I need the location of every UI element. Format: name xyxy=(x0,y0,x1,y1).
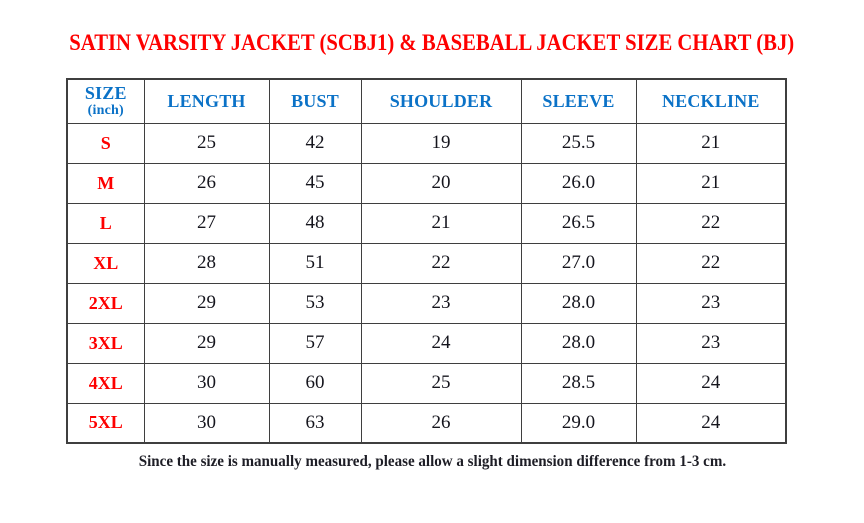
neckline-value: 22 xyxy=(635,242,787,284)
size-header-label: SIZE xyxy=(84,82,127,103)
sleeve-value: 28.0 xyxy=(520,322,637,364)
bust-value: 48 xyxy=(268,202,362,244)
bust-value: 45 xyxy=(268,162,362,204)
size-label: 5XL xyxy=(66,402,145,444)
page-title-text: SATIN VARSITY JACKET (SCBJ1) & BASEBALL … xyxy=(69,30,795,55)
page-title: SATIN VARSITY JACKET (SCBJ1) & BASEBALL … xyxy=(0,30,864,56)
sleeve-value: 26.0 xyxy=(520,162,637,204)
size-label: 4XL xyxy=(66,362,145,404)
sleeve-value: 28.0 xyxy=(520,282,637,324)
size-label: S xyxy=(66,122,145,164)
column-header-length: LENGTH xyxy=(143,78,270,124)
size-header-unit: (inch) xyxy=(87,102,124,118)
size-label: XL xyxy=(66,242,145,284)
column-header-bust: BUST xyxy=(268,78,362,124)
table-header-row: SIZE (inch) LENGTH BUST SHOULDER SLEEVE … xyxy=(66,78,787,124)
neckline-value: 22 xyxy=(635,202,787,244)
bust-value: 57 xyxy=(268,322,362,364)
length-value: 30 xyxy=(143,362,270,404)
footer-note: Since the size is manually measured, ple… xyxy=(0,453,864,471)
column-header-size: SIZE (inch) xyxy=(66,78,145,124)
length-value: 26 xyxy=(143,162,270,204)
table-row-3xl: 3XL 29 57 24 28.0 23 xyxy=(66,322,787,364)
table-row-4xl: 4XL 30 60 25 28.5 24 xyxy=(66,362,787,404)
table-row-m: M 26 45 20 26.0 21 xyxy=(66,162,787,204)
bust-value: 51 xyxy=(268,242,362,284)
column-header-shoulder: SHOULDER xyxy=(360,78,522,124)
size-label: M xyxy=(66,162,145,204)
length-value: 28 xyxy=(143,242,270,284)
neckline-value: 21 xyxy=(635,162,787,204)
length-value: 30 xyxy=(143,402,270,444)
bust-value: 42 xyxy=(268,122,362,164)
shoulder-value: 25 xyxy=(360,362,522,404)
shoulder-value: 20 xyxy=(360,162,522,204)
sleeve-value: 27.0 xyxy=(520,242,637,284)
column-header-neckline: NECKLINE xyxy=(635,78,787,124)
length-value: 29 xyxy=(143,282,270,324)
footer-note-text: Since the size is manually measured, ple… xyxy=(138,453,726,470)
sleeve-value: 26.5 xyxy=(520,202,637,244)
bust-value: 60 xyxy=(268,362,362,404)
neckline-value: 21 xyxy=(635,122,787,164)
bust-value: 63 xyxy=(268,402,362,444)
shoulder-value: 26 xyxy=(360,402,522,444)
shoulder-value: 21 xyxy=(360,202,522,244)
sleeve-value: 28.5 xyxy=(520,362,637,404)
shoulder-value: 24 xyxy=(360,322,522,364)
table-row-s: S 25 42 19 25.5 21 xyxy=(66,122,787,164)
table-row-l: L 27 48 21 26.5 22 xyxy=(66,202,787,244)
neckline-value: 24 xyxy=(635,402,787,444)
sleeve-value: 25.5 xyxy=(520,122,637,164)
length-value: 27 xyxy=(143,202,270,244)
shoulder-value: 22 xyxy=(360,242,522,284)
column-header-sleeve: SLEEVE xyxy=(520,78,637,124)
neckline-value: 23 xyxy=(635,322,787,364)
neckline-value: 24 xyxy=(635,362,787,404)
size-chart-table: SIZE (inch) LENGTH BUST SHOULDER SLEEVE … xyxy=(66,78,787,444)
table-row-5xl: 5XL 30 63 26 29.0 24 xyxy=(66,402,787,444)
table-row-2xl: 2XL 29 53 23 28.0 23 xyxy=(66,282,787,324)
length-value: 29 xyxy=(143,322,270,364)
table-row-xl: XL 28 51 22 27.0 22 xyxy=(66,242,787,284)
size-label: L xyxy=(66,202,145,244)
neckline-value: 23 xyxy=(635,282,787,324)
shoulder-value: 19 xyxy=(360,122,522,164)
size-label: 3XL xyxy=(66,322,145,364)
shoulder-value: 23 xyxy=(360,282,522,324)
size-label: 2XL xyxy=(66,282,145,324)
length-value: 25 xyxy=(143,122,270,164)
bust-value: 53 xyxy=(268,282,362,324)
sleeve-value: 29.0 xyxy=(520,402,637,444)
